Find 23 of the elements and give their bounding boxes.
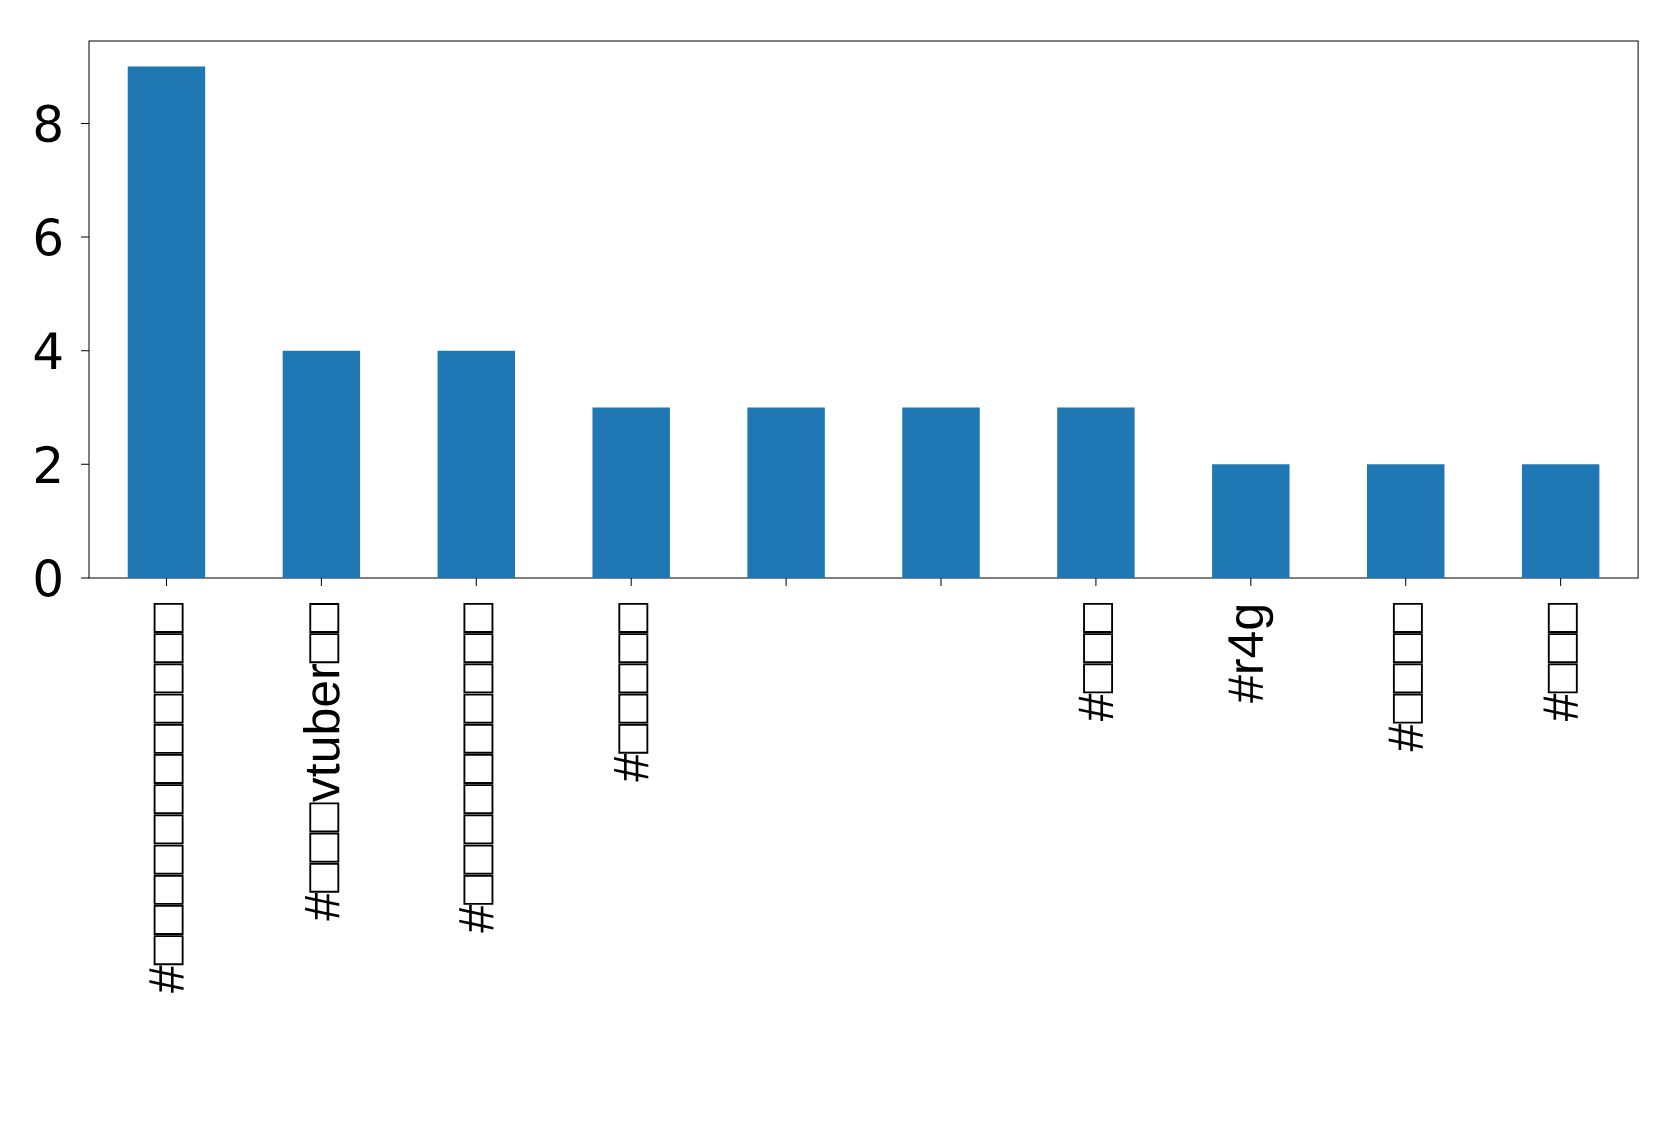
y-tick-label: 2: [35, 445, 60, 483]
bar: [437, 350, 515, 578]
x-tick-label: #□□□□□□□□□□□□: [149, 603, 184, 993]
bar: [1367, 464, 1445, 578]
y-tick-label: 8: [35, 104, 61, 143]
bar: [127, 66, 206, 578]
x-tick-label: #□□□: [1078, 603, 1114, 722]
y-tick-label: 6: [35, 218, 61, 256]
bar: [282, 350, 361, 578]
bar: [1057, 407, 1135, 578]
x-tick-label: #□□□: [1543, 603, 1578, 722]
bar: [1212, 464, 1290, 578]
bar: [747, 407, 825, 578]
x-tick-label: #□□□vtuber□□: [303, 603, 340, 921]
bar: [592, 407, 670, 578]
bar: [1521, 464, 1600, 578]
y-tick-label: 0: [35, 559, 61, 597]
x-tick-label: #□□□□□□□□□□: [459, 603, 494, 933]
bar: [902, 407, 980, 578]
x-tick-label: #□□□□□: [614, 603, 649, 782]
x-tick-label: #□□□□: [1388, 603, 1423, 752]
x-tick-label: #r4g: [1228, 606, 1274, 703]
y-tick-label: 4: [34, 332, 62, 369]
